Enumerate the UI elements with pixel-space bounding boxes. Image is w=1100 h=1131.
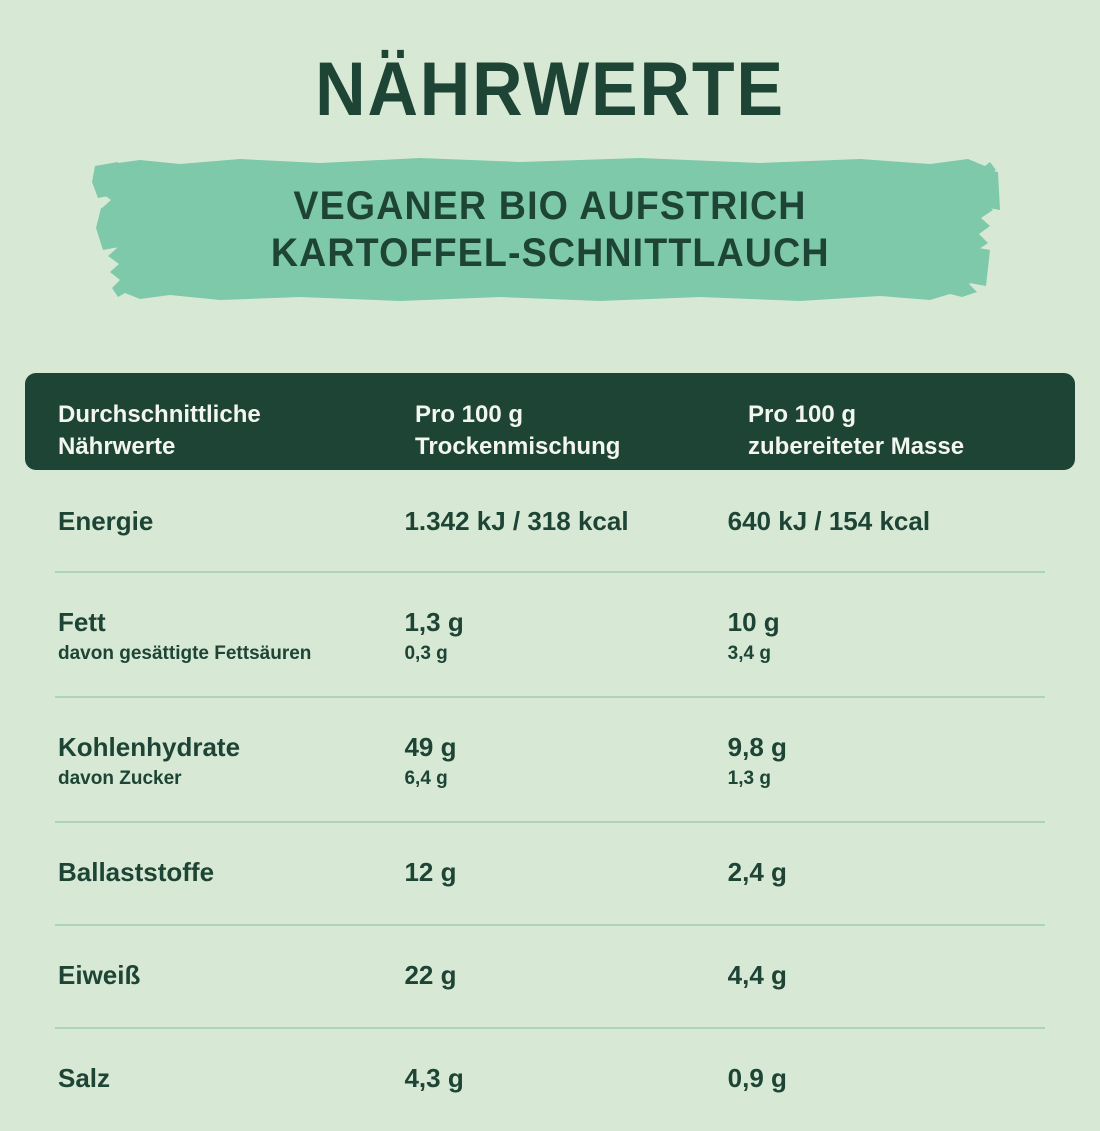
banner-text-block: VEGANER BIO AUFSTRICH KARTOFFEL-SCHNITTL… xyxy=(0,150,1100,310)
col2-line1: Pro 100 g xyxy=(415,401,524,428)
dry-value: 1.342 kJ / 318 kcal xyxy=(404,506,629,536)
row-divider xyxy=(55,696,1045,699)
row-label-cell: Ballaststoffe xyxy=(55,857,404,888)
banner-line-2: KARTOFFEL-SCHNITTLAUCH xyxy=(270,231,830,275)
prepared-subvalue: 3,4 g xyxy=(727,643,771,665)
table-row: Salz 4,3 g 0,9 g xyxy=(25,1029,1075,1130)
dry-value: 22 g xyxy=(404,960,457,991)
table-row: Eiweiß 22 g 4,4 g xyxy=(25,926,1075,1027)
prepared-value: 10 g xyxy=(727,607,780,638)
nutrient-sublabel: davon Zucker xyxy=(58,768,182,790)
row-divider xyxy=(55,924,1045,927)
banner-line-1: VEGANER BIO AUFSTRICH xyxy=(293,184,807,229)
row-label-cell: Energie xyxy=(55,506,404,537)
col1-line1: Durchschnittliche xyxy=(58,401,261,428)
column-header-nutrient: Durchschnittliche Nährwerte xyxy=(25,399,415,462)
row-prepared-cell: 2,4 g xyxy=(728,857,1045,888)
nutrient-label: Salz xyxy=(58,1063,111,1094)
table-header-row: Durchschnittliche Nährwerte Pro 100 g Tr… xyxy=(25,373,1075,470)
nutrient-label: Ballaststoffe xyxy=(58,857,215,888)
row-dry-cell: 1,3 g 0,3 g xyxy=(404,607,727,666)
row-dry-cell: 4,3 g xyxy=(404,1063,727,1094)
prepared-value: 9,8 g xyxy=(727,732,787,763)
prepared-value: 640 kJ / 154 kcal xyxy=(727,506,931,536)
dry-subvalue: 0,3 g xyxy=(404,643,448,665)
prepared-value: 0,9 g xyxy=(727,1063,787,1094)
column-header-prepared: Pro 100 g zubereiteter Masse xyxy=(748,399,1075,462)
dry-value: 4,3 g xyxy=(404,1063,464,1094)
nutrient-sublabel: davon gesättigte Fettsäuren xyxy=(58,643,312,665)
row-label-cell: Salz xyxy=(55,1063,404,1094)
row-dry-cell: 1.342 kJ / 318 kcal xyxy=(404,506,727,537)
row-divider xyxy=(55,571,1045,574)
table-row: Kohlenhydrate davon Zucker 49 g 6,4 g 9,… xyxy=(25,698,1075,821)
row-prepared-cell: 10 g 3,4 g xyxy=(728,607,1045,666)
row-prepared-cell: 640 kJ / 154 kcal xyxy=(728,506,1045,537)
table-body: Energie 1.342 kJ / 318 kcal 640 kJ / 154… xyxy=(25,470,1075,1131)
row-divider xyxy=(55,821,1045,824)
table-row: Energie 1.342 kJ / 318 kcal 640 kJ / 154… xyxy=(25,470,1075,571)
dry-value: 49 g xyxy=(404,732,457,763)
page-title: NÄHRWERTE xyxy=(315,47,785,132)
nutrition-table: Durchschnittliche Nährwerte Pro 100 g Tr… xyxy=(25,373,1075,1131)
row-dry-cell: 49 g 6,4 g xyxy=(404,732,727,791)
nutrient-label: Kohlenhydrate xyxy=(58,732,241,763)
row-label-cell: Kohlenhydrate davon Zucker xyxy=(55,732,404,791)
nutrient-label: Energie xyxy=(58,506,154,536)
row-divider xyxy=(55,1027,1045,1030)
dry-value: 12 g xyxy=(404,857,457,888)
col3-line1: Pro 100 g xyxy=(748,401,857,428)
table-row: Ballaststoffe 12 g 2,4 g xyxy=(25,823,1075,924)
prepared-value: 2,4 g xyxy=(727,857,787,888)
nutrient-label: Fett xyxy=(58,607,106,638)
row-label-cell: Eiweiß xyxy=(55,960,404,991)
nutrient-label: Eiweiß xyxy=(58,960,141,991)
dry-value: 1,3 g xyxy=(404,607,464,638)
prepared-subvalue: 1,3 g xyxy=(727,768,771,790)
col2-line2: Trockenmischung xyxy=(415,432,621,460)
column-header-dry-mix: Pro 100 g Trockenmischung xyxy=(415,399,748,462)
row-dry-cell: 22 g xyxy=(404,960,727,991)
product-banner: VEGANER BIO AUFSTRICH KARTOFFEL-SCHNITTL… xyxy=(0,150,1100,310)
dry-subvalue: 6,4 g xyxy=(404,768,448,790)
table-row: Fett davon gesättigte Fettsäuren 1,3 g 0… xyxy=(25,573,1075,696)
prepared-value: 4,4 g xyxy=(727,960,787,991)
col3-line2: zubereiteter Masse xyxy=(748,432,965,460)
row-prepared-cell: 4,4 g xyxy=(728,960,1045,991)
row-prepared-cell: 9,8 g 1,3 g xyxy=(728,732,1045,791)
row-prepared-cell: 0,9 g xyxy=(728,1063,1045,1094)
row-label-cell: Fett davon gesättigte Fettsäuren xyxy=(55,607,404,666)
row-dry-cell: 12 g xyxy=(404,857,727,888)
title-section: NÄHRWERTE xyxy=(0,0,1100,128)
col1-line2: Nährwerte xyxy=(58,432,176,460)
brush-stroke-shape xyxy=(92,158,1000,301)
